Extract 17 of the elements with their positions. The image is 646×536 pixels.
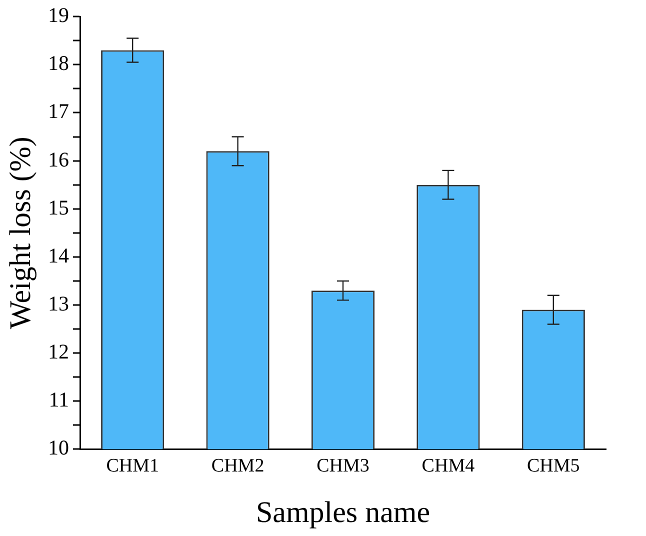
x-axis-title: Samples name: [256, 496, 430, 529]
y-tick-label: 10: [48, 436, 69, 460]
y-tick-label: 16: [48, 147, 69, 172]
x-tick-label: CHM5: [527, 456, 580, 477]
x-tick-label: CHM1: [106, 456, 159, 477]
y-tick-label: 19: [48, 3, 69, 28]
y-tick-label: 18: [48, 51, 69, 76]
y-tick-label: 14: [48, 243, 70, 268]
x-tick-label: CHM3: [316, 456, 370, 477]
y-tick-label: 12: [48, 340, 69, 364]
y-tick-label: 11: [48, 388, 69, 412]
y-tick-label: 13: [48, 292, 69, 316]
y-tick-label: 17: [48, 99, 69, 124]
x-tick-label: CHM4: [422, 456, 476, 477]
y-tick-label: 15: [48, 195, 69, 220]
x-tick-label: CHM2: [211, 456, 264, 477]
y-axis-title: Weight loss (%): [4, 136, 37, 330]
